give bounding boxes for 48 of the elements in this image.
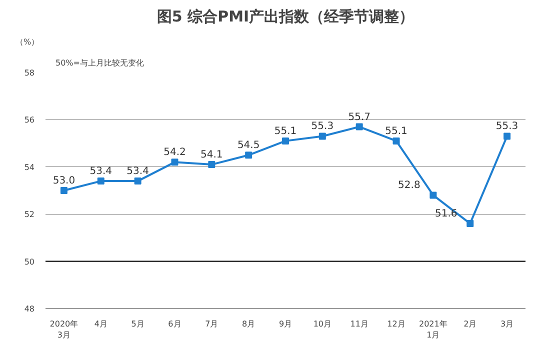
data-label: 55.1 (385, 126, 408, 137)
point (208, 161, 216, 168)
point (430, 192, 437, 199)
point (282, 137, 289, 144)
chart-title: 图5 综合PMI产出指数（经季节调整） (156, 8, 414, 26)
point (97, 178, 104, 185)
data-label: 55.3 (496, 121, 518, 132)
x-tick-label: 12月 (387, 320, 406, 328)
x-tick-label: 5月 (131, 320, 144, 328)
data-label: 54.1 (200, 150, 223, 161)
data-label: 55.7 (348, 112, 370, 123)
x-tick-label: 9月 (278, 320, 292, 328)
data-label: 55.3 (311, 121, 334, 132)
data-label: 55.1 (274, 126, 297, 137)
point (392, 137, 400, 144)
point (134, 178, 142, 185)
y-tick-label: 54 (24, 162, 35, 172)
y-tick-label: 50 (24, 257, 35, 266)
point (171, 158, 178, 166)
point (318, 132, 326, 140)
y-tick-label: 52 (24, 210, 35, 220)
point (356, 123, 363, 130)
y-tick-label: 48 (24, 304, 35, 314)
data-label: 53.0 (52, 176, 76, 186)
x-tick-label: 7月 (205, 320, 218, 328)
y-tick-label: 58 (24, 68, 35, 78)
point (245, 152, 252, 159)
point (466, 220, 474, 228)
data-label: 54.2 (164, 147, 186, 158)
point (504, 132, 511, 140)
x-tick-label: 2021年 1月 (419, 320, 448, 340)
x-tick-label: 10月 (313, 320, 332, 328)
x-tick-label: 2月 (464, 320, 477, 328)
data-label: 52.8 (398, 180, 420, 192)
x-tick-label: 11月 (350, 320, 368, 328)
point (60, 187, 68, 194)
x-tick-label: 3月 (500, 320, 514, 328)
data-label: 51.6 (434, 208, 458, 220)
data-label: 53.4 (90, 166, 112, 178)
data-label: 54.5 (237, 140, 260, 152)
x-tick-label: 8月 (242, 320, 256, 328)
y-tick-label: 56 (24, 116, 35, 125)
x-tick-label: 6月 (168, 320, 182, 328)
text: 50%=与上月比较无变化 (56, 58, 144, 68)
y-axis-title: （%） (16, 38, 40, 46)
data-label: 53.4 (126, 166, 149, 178)
x-tick-label: 4月 (94, 320, 108, 328)
x-tick-label: 2020年 3月 (50, 320, 78, 340)
